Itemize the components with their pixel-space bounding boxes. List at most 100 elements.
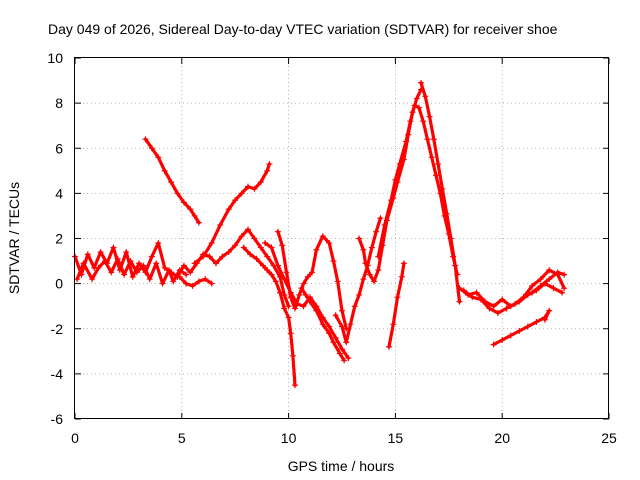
- data-point: [313, 307, 320, 314]
- plot-frame: [74, 57, 609, 419]
- data-point: [330, 339, 337, 346]
- data-point: [108, 269, 115, 276]
- data-point: [133, 269, 140, 276]
- data-point: [148, 145, 155, 152]
- data-point: [187, 206, 194, 213]
- data-point: [345, 355, 352, 362]
- y-tick-label: 4: [55, 185, 63, 201]
- data-point: [129, 273, 136, 280]
- data-point: [302, 291, 309, 298]
- series-shoe-p: [460, 269, 568, 316]
- data-point: [281, 305, 288, 312]
- data-point: [392, 176, 399, 183]
- data-point: [368, 244, 375, 251]
- data-point: [435, 161, 442, 168]
- series-shoe-n: [418, 79, 463, 305]
- data-point: [279, 242, 286, 249]
- data-point: [253, 255, 260, 262]
- data-point: [191, 212, 198, 219]
- data-point: [407, 118, 414, 125]
- data-point: [330, 258, 337, 265]
- series-shoe-h: [274, 228, 350, 332]
- data-point: [456, 285, 463, 292]
- series-shoe-e: [191, 161, 273, 267]
- data-point: [238, 190, 245, 197]
- data-point: [477, 296, 484, 303]
- data-point: [202, 276, 209, 283]
- data-point: [561, 285, 568, 292]
- series-shoe-j: [332, 215, 384, 346]
- data-point: [121, 271, 128, 278]
- series-trace: [178, 275, 214, 288]
- data-point: [232, 197, 239, 204]
- x-tick-label: 15: [388, 430, 404, 446]
- data-point: [208, 280, 215, 287]
- data-point: [494, 309, 501, 316]
- data-point: [546, 307, 553, 314]
- y-tick-label: 6: [55, 140, 63, 156]
- y-tick-label: -2: [51, 321, 64, 337]
- data-point: [447, 235, 454, 242]
- data-series: [72, 79, 568, 389]
- data-point: [415, 104, 422, 111]
- series-trace: [143, 137, 201, 225]
- data-point: [219, 253, 226, 260]
- data-point: [168, 179, 175, 186]
- data-point: [262, 240, 269, 247]
- series-shoe-m: [375, 102, 461, 278]
- data-point: [146, 276, 153, 283]
- data-point: [180, 199, 187, 206]
- data-point: [274, 228, 281, 235]
- data-point: [292, 305, 299, 312]
- data-point: [300, 280, 307, 287]
- data-point: [217, 221, 224, 228]
- data-point: [332, 312, 339, 319]
- data-point: [176, 267, 183, 274]
- data-point: [251, 185, 258, 192]
- data-point: [161, 167, 168, 174]
- data-point: [332, 334, 339, 341]
- data-point: [439, 185, 446, 192]
- data-point: [183, 271, 190, 278]
- data-point: [97, 249, 104, 256]
- data-point: [153, 260, 160, 267]
- data-point: [259, 262, 266, 269]
- data-point: [432, 172, 439, 179]
- data-point: [529, 289, 536, 296]
- series-shoe-b: [74, 255, 190, 287]
- series-shoe-c: [142, 136, 202, 226]
- y-axis-title: SDTVAR / TECUs: [6, 182, 22, 294]
- series-trace: [75, 257, 188, 286]
- data-point: [283, 269, 290, 276]
- series-trace: [263, 241, 350, 360]
- data-point: [490, 341, 497, 348]
- data-point: [418, 79, 425, 86]
- axis-ticks: 0 5 10 15 20 25 -6 -4 -2 0 2 4 6 8 10: [47, 50, 617, 446]
- data-point: [174, 190, 181, 197]
- data-point: [546, 276, 553, 283]
- data-point: [189, 282, 196, 289]
- series-shoe-k: [356, 86, 425, 285]
- data-point: [390, 321, 397, 328]
- data-point: [424, 136, 431, 143]
- data-point: [89, 276, 96, 283]
- data-point: [245, 183, 252, 190]
- data-point: [486, 305, 493, 312]
- data-point: [225, 206, 232, 213]
- data-point: [84, 251, 91, 258]
- data-point: [336, 350, 343, 357]
- data-point: [339, 307, 345, 314]
- data-point: [394, 294, 401, 301]
- data-point: [343, 339, 350, 346]
- data-point: [452, 262, 459, 269]
- data-point: [232, 242, 239, 249]
- data-point: [460, 287, 467, 294]
- data-point: [257, 244, 264, 251]
- series-shoe-r: [520, 267, 568, 301]
- data-point: [114, 255, 121, 262]
- data-point: [426, 113, 433, 120]
- data-point: [499, 337, 506, 344]
- data-point: [469, 294, 476, 301]
- series-trace: [419, 81, 462, 304]
